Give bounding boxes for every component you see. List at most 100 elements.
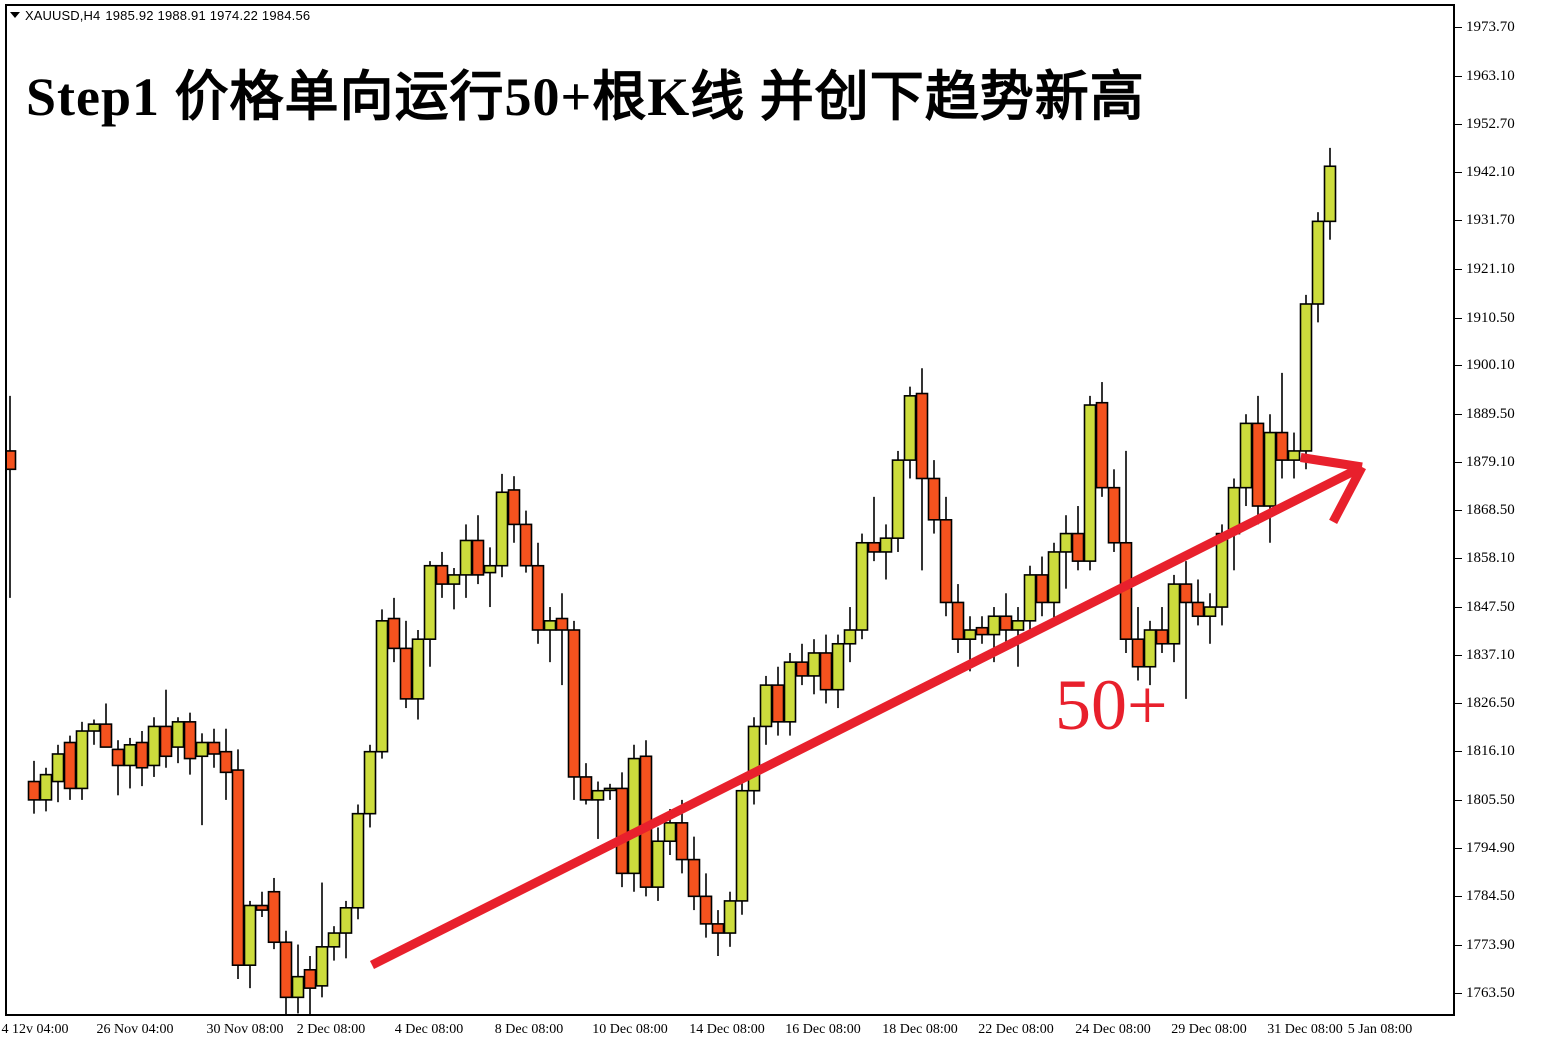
price-tick-mark [1455,413,1462,415]
candle-body-bearish [579,776,593,801]
candlestick [987,607,1001,663]
candlestick [1323,147,1337,240]
time-tick-label: 30 Nov 08:00 [206,1022,284,1037]
candlestick [171,717,185,764]
price-tick-label: 1931.70 [1466,212,1515,229]
candle-body-bearish [207,741,221,755]
candlestick [1083,395,1097,571]
candle-body-bullish [723,900,737,934]
candle-body-bullish [855,541,869,631]
price-tick: 1794.90 [1455,840,1515,857]
candlestick [99,703,113,748]
price-tick-mark [1455,654,1462,656]
price-tick-mark [1455,27,1462,29]
candlestick [327,926,341,961]
candlestick [459,524,473,598]
candlestick [1215,524,1229,626]
price-tick-mark [1455,896,1462,898]
candle-body-bullish [291,975,305,999]
candle-body-bullish [1143,629,1157,668]
candle-body-bullish [603,787,617,792]
candlestick [75,721,89,800]
candlestick [915,368,929,571]
candle-body-bullish [591,789,605,801]
candlestick [759,675,773,745]
candle-body-bearish [399,647,413,700]
candle-body-bearish [1155,629,1169,645]
candle-body-bullish [879,537,893,553]
price-tick: 1773.90 [1455,937,1515,953]
candle-body-bearish [1251,422,1265,507]
candle-body-bullish [495,491,509,567]
price-tick-label: 1879.10 [1466,453,1515,470]
candle-body-bearish [387,617,401,650]
time-tick-label: 24 Dec 08:00 [1075,1022,1151,1037]
price-axis[interactable]: 1973.70 1963.10 1952.70 1942.10 1931.70 1921.… [1455,0,1544,1020]
candlestick [855,533,869,640]
candle-body-bullish [807,652,821,677]
price-tick: 1837.10 [1455,647,1515,663]
candle-body-bearish [1107,486,1121,544]
candle-body-bullish [783,661,797,723]
price-tick: 1816.10 [1455,743,1515,759]
chart-plot-area[interactable] [5,4,1455,1016]
triangle-down-icon[interactable] [10,12,20,18]
candle-body-bearish [915,392,929,480]
candlestick [1059,515,1073,589]
candlestick [927,460,941,534]
candle-body-bearish [999,615,1013,631]
candle-body-bearish [471,539,485,576]
candlestick [111,740,125,796]
candlestick [1239,414,1253,507]
candlestick [195,733,209,826]
candle-body-bullish [375,620,389,753]
candle-body-bullish [1263,431,1277,507]
candle-body-bearish [867,541,881,553]
price-tick: 1973.70 [1455,19,1515,35]
price-tick-mark [1455,944,1462,946]
candle-body-bearish [939,519,953,604]
candlestick [279,930,293,1014]
candle-body-bearish [1035,574,1049,604]
candle-body-bearish [231,769,245,966]
candlestick [255,891,269,917]
candlestick [303,956,317,1014]
candle-body-bullish [339,907,353,934]
candlestick [1263,414,1277,543]
candle-body-bearish [111,748,125,767]
candlestick [963,616,977,672]
candle-body-bearish [975,626,989,636]
price-tick-label: 1805.50 [1466,791,1515,808]
price-tick: 1847.50 [1455,599,1515,615]
candle-body-bullish [1239,422,1253,489]
candlestick [495,473,509,578]
candle-body-bullish [891,459,905,539]
price-tick-mark [1455,317,1462,319]
candlestick [1167,574,1181,663]
candle-body-bullish [747,725,761,792]
price-tick-mark [1455,799,1462,801]
candle-body-bullish [1167,583,1181,645]
candlestick [1011,607,1025,667]
candlestick [903,386,917,479]
candlestick [483,547,497,608]
candle-body-bullish [447,574,461,585]
candlestick [447,568,461,610]
symbol-header[interactable]: XAUUSD,H4 1985.92 1988.91 1974.22 1984.5… [10,6,310,24]
price-tick-label: 1858.10 [1466,550,1515,567]
candle-body-bearish [1095,401,1109,489]
candle-body-bearish [951,601,965,640]
candlestick [243,900,257,989]
candlestick [711,910,725,957]
candlestick [351,804,365,920]
candlestick [831,634,845,709]
time-axis[interactable]: 4 12v 04:00 26 Nov 04:00 30 Nov 08:00 2 Dec… [0,1020,1544,1046]
time-tick-label: 5 Jan 08:00 [1347,1022,1413,1037]
price-tick-label: 1921.10 [1466,260,1515,277]
candle-body-bearish [303,968,317,989]
candlestick [315,882,329,998]
price-tick-label: 1794.90 [1466,840,1515,857]
candlestick [63,735,77,800]
time-tick-label: 22 Dec 08:00 [978,1022,1054,1037]
candlestick [1203,593,1217,644]
